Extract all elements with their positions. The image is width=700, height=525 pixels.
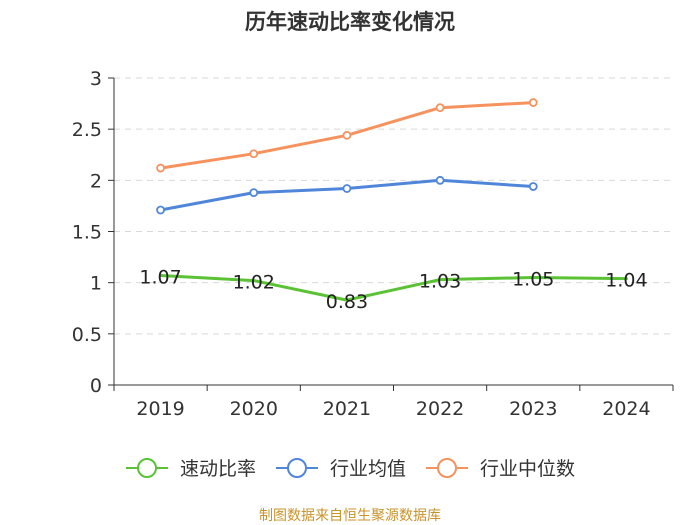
data-point	[528, 182, 538, 191]
data-label: 1.05	[512, 269, 554, 291]
data-point	[156, 205, 165, 215]
legend-marker	[287, 458, 307, 478]
data-label: 1.03	[419, 271, 461, 293]
legend-label: 速动比率	[180, 458, 256, 480]
series-line	[159, 274, 628, 302]
legend-item: 行业中位数	[426, 458, 575, 480]
x-tick-label: 2023	[509, 398, 557, 420]
data-point	[342, 184, 352, 193]
x-tick-label: 2022	[416, 398, 464, 420]
legend-label: 行业均值	[330, 458, 406, 480]
data-point	[435, 103, 445, 113]
y-tick-label: 0	[90, 375, 102, 397]
data-label: 1.02	[233, 272, 275, 294]
legend: 速动比率 行业均值 行业中位数	[126, 458, 575, 480]
x-tick-label: 2019	[136, 398, 184, 420]
x-tick-label: 2024	[602, 398, 650, 420]
axis-layer: 0 0.5 1 1.5 2 2.5 3 2019 2020 2021 2022 2023 2024	[72, 68, 674, 420]
y-tick-label: 0.5	[72, 324, 102, 346]
grid-layer	[114, 77, 673, 335]
data-point	[156, 163, 165, 173]
legend-item: 行业均值	[276, 458, 406, 480]
y-tick-label: 1	[90, 273, 102, 295]
legend-marker	[137, 458, 157, 478]
y-tick-label: 2.5	[72, 119, 102, 141]
data-point	[528, 98, 538, 107]
y-tick-label: 3	[90, 68, 102, 90]
y-tick-label: 2	[90, 170, 102, 192]
data-point	[249, 149, 259, 159]
x-tick-label: 2020	[230, 398, 278, 420]
data-label: 0.83	[326, 291, 368, 313]
data-point	[342, 130, 352, 140]
series-layer	[156, 98, 628, 302]
data-point	[435, 175, 445, 185]
data-label-layer: 1.07 1.02 0.83 1.03 1.05 1.04	[139, 267, 647, 314]
data-label: 1.07	[139, 267, 181, 289]
legend-label: 行业中位数	[480, 458, 575, 480]
source-note: 制图数据来自恒生聚源数据库	[259, 508, 441, 524]
data-point	[249, 188, 259, 198]
legend-item: 速动比率	[126, 458, 256, 480]
x-tick-label: 2021	[323, 398, 371, 420]
chart-title: 历年速动比率变化情况	[245, 10, 455, 34]
data-label: 1.04	[605, 270, 647, 292]
y-tick-label: 1.5	[72, 222, 102, 244]
legend-marker	[437, 458, 457, 478]
